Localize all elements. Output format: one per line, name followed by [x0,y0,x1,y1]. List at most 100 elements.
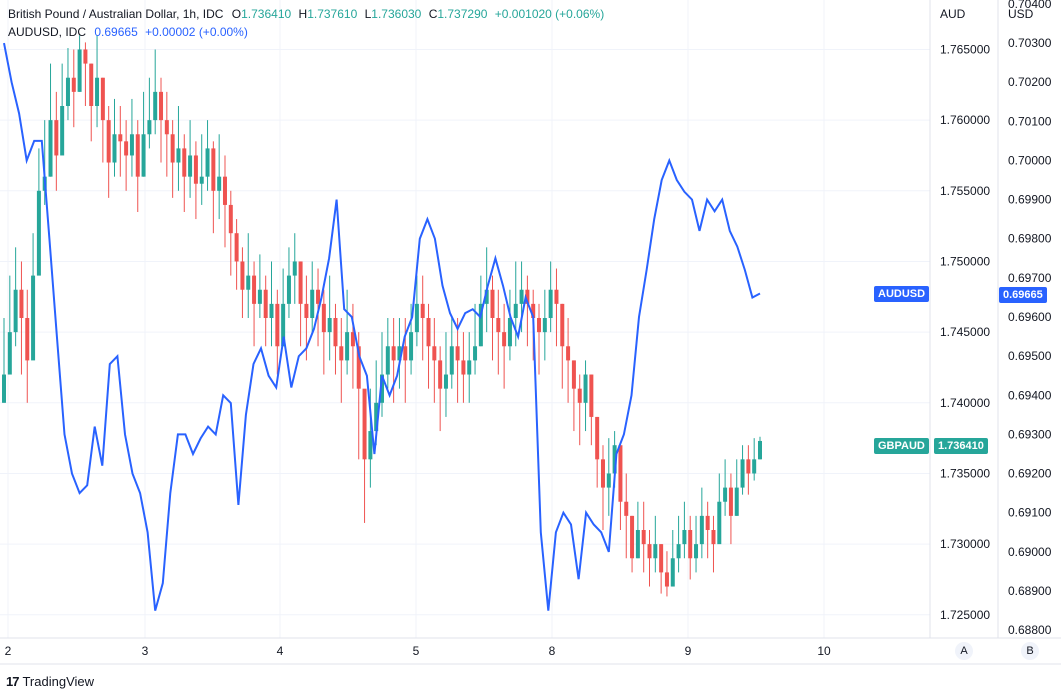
usd-tick-label: 0.69100 [1008,506,1052,520]
log-scale-button[interactable]: B [1021,642,1039,660]
candle-body [443,374,448,389]
candle-body [682,530,687,545]
candle-body [403,346,408,361]
candle-body [234,233,239,262]
candle-body [670,558,675,587]
candle-body [54,120,59,156]
x-tick-label: 3 [142,644,149,658]
x-tick-label: 9 [685,644,692,658]
candle-body [600,459,605,488]
candle-body [321,303,326,333]
open-value: 1.736410 [241,7,292,21]
high-label: H [298,7,308,21]
candle-body [345,332,350,361]
candle-body [624,501,629,516]
candle-body [124,141,129,156]
aud-axis-ticks: 1.765000 1.760000 1.755000 1.750000 1.745000… [940,42,990,621]
candle-body [129,134,134,156]
usd-tick-label: 0.69600 [1008,310,1052,324]
candle-body [228,204,233,234]
candle-body [380,374,384,403]
candle-body [583,374,588,403]
candle-body [100,77,105,121]
x-tick-label: 2 [5,644,12,658]
candle-body [525,289,530,304]
candle-body [310,289,315,318]
candle-body [537,318,542,333]
low-value: 1.736030 [371,7,422,21]
candle-body [48,120,53,177]
usd-tick-label: 0.69900 [1008,193,1052,207]
candle-body [589,374,594,417]
candle-body [147,120,152,135]
usd-tick-label: 0.70200 [1008,75,1052,89]
candle-body [484,289,489,304]
tradingview-logo[interactable]: 17 TradingView [6,674,94,689]
candle-body [606,473,611,488]
candle-body [19,289,24,318]
time-axis-ticks: 2 3 4 5 8 9 10 [5,644,831,658]
aud-tick-label: 1.750000 [940,254,990,268]
candle-body [36,190,41,276]
candle-body [694,544,699,559]
candle-body [653,544,658,559]
low-label: L [364,7,372,21]
usd-tick-label: 0.70000 [1008,153,1052,167]
candle-body [281,303,286,347]
candle-body [246,275,251,290]
audusd-title: AUDUSD, IDC [8,25,87,39]
usd-tick-label: 0.68900 [1008,584,1052,598]
usd-tick-label: 0.70300 [1008,36,1052,50]
candle-body [217,176,222,191]
candle-body [170,134,175,163]
candle-body [420,303,425,318]
x-tick-label: 4 [277,644,284,658]
candle-body [339,346,344,361]
auto-scale-button[interactable]: A [955,642,973,660]
candle-body [426,318,431,347]
candle-body [60,106,65,156]
usd-tick-label: 0.69200 [1008,467,1052,481]
candle-body [356,346,361,389]
candle-body [577,388,582,403]
aud-tick-label: 1.740000 [940,396,990,410]
candle-body [740,459,745,488]
candle-body [414,303,419,333]
candle-body [25,318,30,361]
candle-body [513,303,518,318]
tradingview-logo-icon: 17 [6,674,20,689]
gbpaud-legend: British Pound / Australian Dollar, 1h, I… [8,7,604,21]
gbpaud-name-tag: GBPAUD [874,438,929,454]
candle-body [490,289,495,318]
candle-body [368,431,373,460]
candle-body [432,346,437,361]
candle-body [13,289,18,333]
aud-tick-label: 1.765000 [940,42,990,56]
candle-body [77,49,82,92]
usd-tick-label: 0.70400 [1008,0,1052,11]
candle-body [630,515,635,559]
candle-body [153,91,158,121]
candle-body [438,360,443,389]
candle-body [635,530,640,559]
candle-body [449,346,454,375]
candle-body [135,134,140,177]
close-value: 1.737290 [437,7,488,21]
candle-body [2,374,6,403]
aud-tick-label: 1.730000 [940,537,990,551]
candle-body [31,275,36,361]
candle-body [409,332,414,361]
candle-body [641,530,646,545]
close-label: C [428,7,438,21]
candle-body [618,445,623,502]
usd-tick-label: 0.69300 [1008,427,1052,441]
candle-body [699,515,704,545]
candle-body [612,445,617,474]
gbpaud-candles [2,35,762,597]
candle-body [350,332,355,347]
candle-body [542,318,547,333]
candle-body [502,332,507,347]
candle-body [560,303,565,347]
audusd-price-tag: 0.69665 [999,287,1047,303]
